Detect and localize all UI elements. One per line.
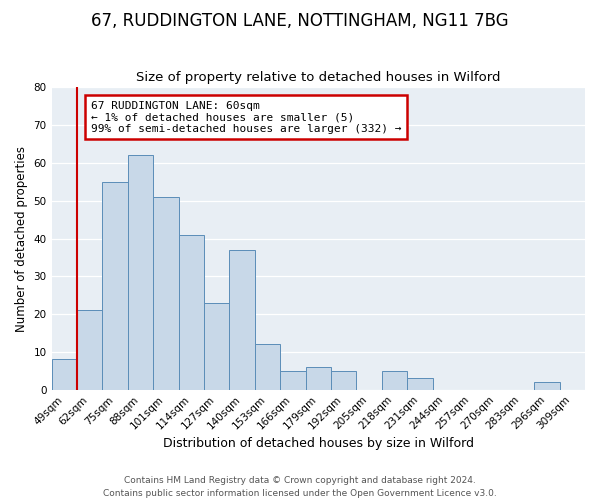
Bar: [255, 344, 280, 390]
Bar: [407, 378, 433, 390]
Bar: [382, 371, 407, 390]
Bar: [179, 235, 204, 390]
Text: 67, RUDDINGTON LANE, NOTTINGHAM, NG11 7BG: 67, RUDDINGTON LANE, NOTTINGHAM, NG11 7B…: [91, 12, 509, 30]
Bar: [77, 310, 103, 390]
Text: Contains HM Land Registry data © Crown copyright and database right 2024.
Contai: Contains HM Land Registry data © Crown c…: [103, 476, 497, 498]
Text: 67 RUDDINGTON LANE: 60sqm
← 1% of detached houses are smaller (5)
99% of semi-de: 67 RUDDINGTON LANE: 60sqm ← 1% of detach…: [91, 100, 401, 134]
Bar: [153, 197, 179, 390]
Bar: [534, 382, 560, 390]
Title: Size of property relative to detached houses in Wilford: Size of property relative to detached ho…: [136, 70, 500, 84]
Bar: [229, 250, 255, 390]
Bar: [305, 367, 331, 390]
Bar: [280, 371, 305, 390]
Y-axis label: Number of detached properties: Number of detached properties: [15, 146, 28, 332]
Bar: [204, 303, 229, 390]
X-axis label: Distribution of detached houses by size in Wilford: Distribution of detached houses by size …: [163, 437, 474, 450]
Bar: [128, 156, 153, 390]
Bar: [103, 182, 128, 390]
Bar: [52, 360, 77, 390]
Bar: [331, 371, 356, 390]
